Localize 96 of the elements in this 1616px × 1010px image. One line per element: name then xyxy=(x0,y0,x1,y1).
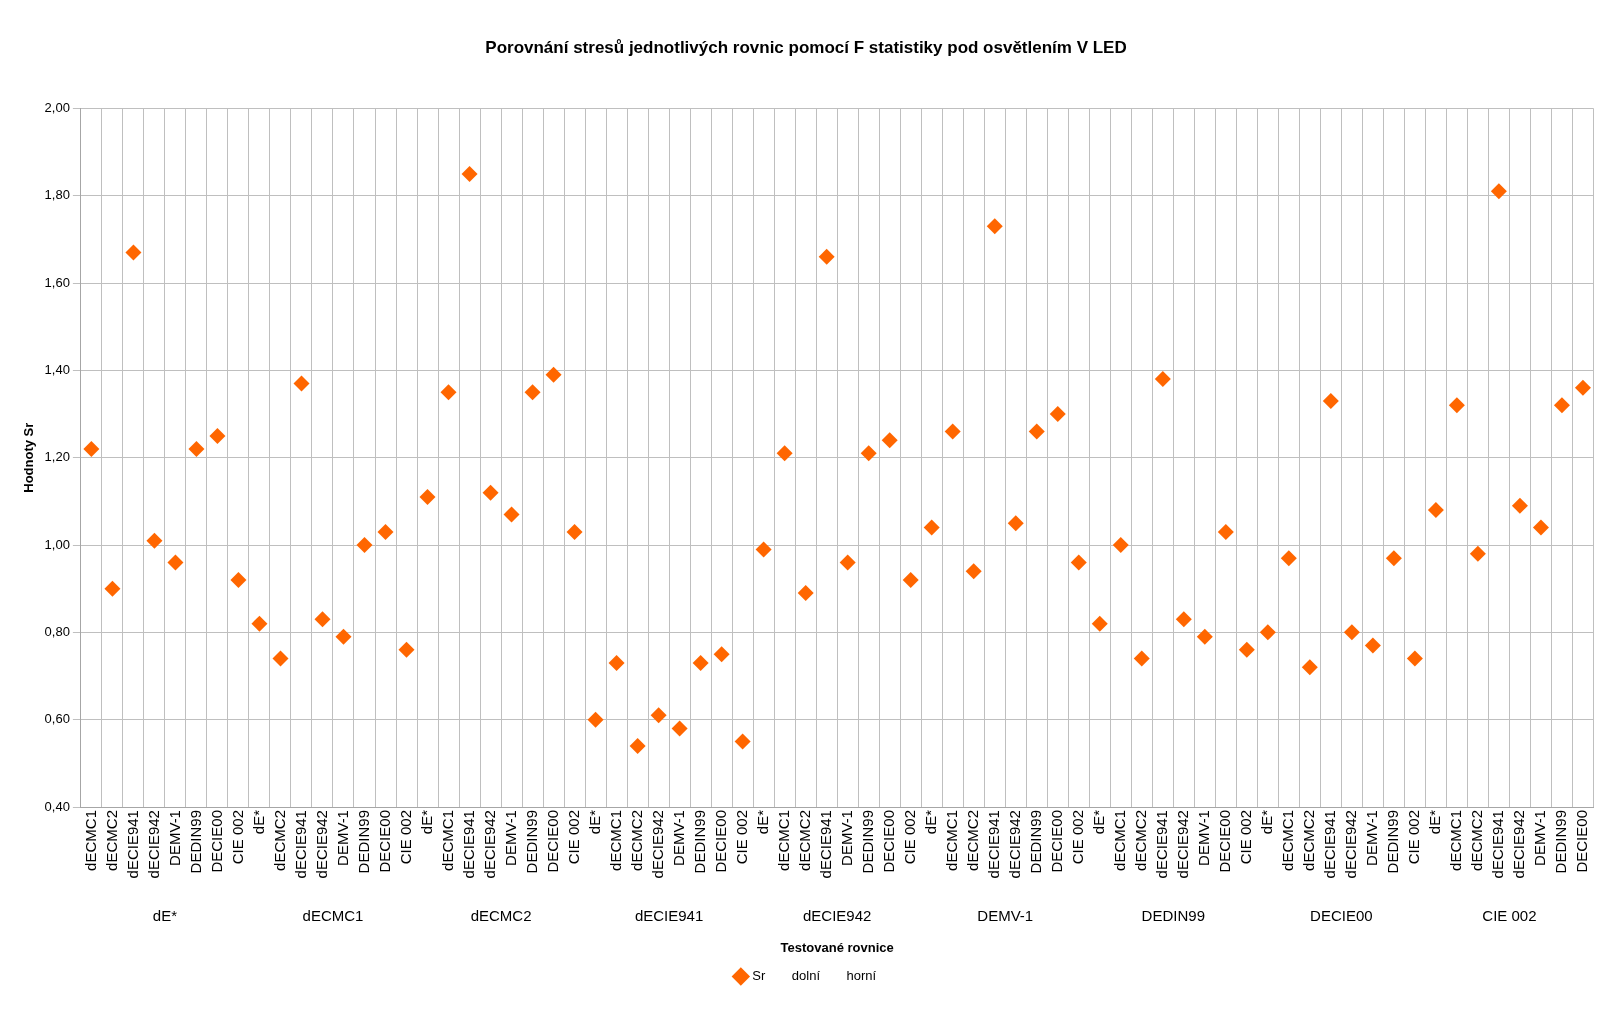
x-tick-label: DEDIN99 xyxy=(522,810,540,874)
x-tick-label: DEMV-1 xyxy=(333,810,351,866)
x-tick-label: DEDIN99 xyxy=(354,810,372,874)
x-tick-label: dE* xyxy=(1089,809,1107,835)
x-tick-label: CIE 002 xyxy=(1068,810,1086,865)
x-tick-label: dECIE942 xyxy=(480,810,498,879)
x-tick-label: dECMC2 xyxy=(102,810,120,871)
y-tick-label: 0,80 xyxy=(44,623,70,639)
legend-label: Sr xyxy=(752,968,767,984)
text: horní xyxy=(846,968,877,984)
x-tick-label: dECMC2 xyxy=(795,810,813,871)
x-tick-label: dECIE942 xyxy=(144,810,162,879)
text: dECMC1 xyxy=(302,907,364,925)
x-tick-label: dECIE941 xyxy=(123,810,141,879)
y-tick-label: 1,60 xyxy=(44,274,70,290)
x-tick-label: dECIE941 xyxy=(1489,810,1507,879)
x-tick-label: dE* xyxy=(249,809,267,835)
x-tick-label: dECMC1 xyxy=(1110,810,1128,871)
x-tick-label: dECIE942 xyxy=(648,810,666,879)
x-tick-label: dECMC1 xyxy=(438,810,456,871)
x-tick-label: DEDIN99 xyxy=(1552,810,1570,874)
x-tick-label: dE* xyxy=(753,809,771,835)
x-tick-label: dECIE941 xyxy=(1152,810,1170,879)
x-tick-label: dECIE942 xyxy=(1173,810,1191,879)
y-tick-label: 1,00 xyxy=(44,536,70,552)
x-tick-label: DEDIN99 xyxy=(1026,810,1044,874)
x-axis-title: Testované rovnice xyxy=(780,939,894,955)
x-tick-label: dECIE942 xyxy=(1005,810,1023,879)
x-tick-label: DEMV-1 xyxy=(165,810,183,866)
x-tick-label: DECIE00 xyxy=(1047,810,1065,873)
x-tick-label: DECIE00 xyxy=(543,810,561,873)
x-tick-label: dECMC1 xyxy=(1447,810,1465,871)
text: dolní xyxy=(791,968,821,984)
x-tick-label: dECMC2 xyxy=(1299,810,1317,871)
x-tick-label: DEMV-1 xyxy=(1363,810,1380,866)
x-tick-label: DEDIN99 xyxy=(858,810,876,874)
x-tick-label: DEMV-1 xyxy=(837,810,855,866)
text: dECMC2 xyxy=(470,907,532,925)
x-tick-label: dECIE941 xyxy=(1320,810,1338,879)
x-tick-label: DECIE00 xyxy=(375,810,393,873)
x-tick-label: CIE 002 xyxy=(564,810,582,865)
x-tick-label: dE* xyxy=(585,809,603,835)
x-tick-label: DECIE00 xyxy=(879,810,897,873)
x-tick-label: CIE 002 xyxy=(732,810,750,865)
x-tick-label: DECIE00 xyxy=(711,810,729,873)
x-tick-label: dE* xyxy=(921,809,939,835)
y-tick-label: 1,40 xyxy=(44,361,70,377)
text: CIE 002 xyxy=(1482,907,1537,925)
x-tick-label: dECIE941 xyxy=(459,810,477,879)
x-tick-label: dECIE941 xyxy=(816,810,834,879)
text: DECIE00 xyxy=(1310,907,1373,925)
x-tick-label: dE* xyxy=(1426,809,1444,835)
text: DEDIN99 xyxy=(1141,907,1205,925)
x-tick-label: dECMC1 xyxy=(942,810,960,871)
x-tick-label: dE* xyxy=(1257,809,1275,835)
x-tick-label: dECMC2 xyxy=(963,810,981,871)
x-tick-label: dECMC2 xyxy=(1131,810,1149,871)
y-tick-label: 1,20 xyxy=(44,449,70,465)
text: dECIE941 xyxy=(634,907,704,925)
x-tick-label: dECMC1 xyxy=(1278,810,1296,871)
text: dECIE942 xyxy=(802,907,872,925)
x-tick-label: dECMC2 xyxy=(270,810,288,871)
x-tick-label: DEDIN99 xyxy=(690,810,708,874)
x-tick-label: DEDIN99 xyxy=(186,810,204,874)
x-tick-label: dECMC2 xyxy=(627,810,645,871)
x-tick-label: CIE 002 xyxy=(396,810,414,865)
x-tick-label: DECIE00 xyxy=(207,810,225,873)
text: dE* xyxy=(152,907,178,925)
x-tick-label: dECIE942 xyxy=(1510,810,1528,879)
x-tick-label: dECIE942 xyxy=(1341,810,1359,879)
x-tick-label: dECIE941 xyxy=(291,810,309,879)
x-tick-label: dECMC2 xyxy=(1468,810,1486,871)
x-tick-label: DEMV-1 xyxy=(501,810,519,866)
y-tick-label: 1,80 xyxy=(44,187,70,203)
x-tick-label: dECIE942 xyxy=(312,810,330,879)
x-tick-label: CIE 002 xyxy=(1236,810,1254,865)
x-tick-label: CIE 002 xyxy=(900,810,918,865)
x-tick-label: dE* xyxy=(417,809,435,835)
chart-title: Porovnání stresů jednotlivých rovnic pomocí F statistiky pod osvětlením V LED xyxy=(485,37,1127,57)
y-tick-label: 2,00 xyxy=(44,99,70,115)
x-tick-label: dECMC1 xyxy=(606,810,624,871)
x-tick-label: CIE 002 xyxy=(1405,810,1423,865)
x-tick-label: dECMC1 xyxy=(774,810,792,871)
x-tick-label: DEMV-1 xyxy=(1531,810,1549,866)
x-tick-label: DECIE00 xyxy=(1215,810,1233,873)
y-axis-title: Hodnoty Sr xyxy=(21,422,37,493)
x-tick-label: DEDIN99 xyxy=(1384,810,1401,874)
text: DEMV-1 xyxy=(977,907,1034,925)
x-tick-label: DEMV-1 xyxy=(669,810,687,866)
y-tick-label: 0,40 xyxy=(44,798,70,814)
x-tick-label: dECIE941 xyxy=(984,810,1002,879)
x-tick-label: dECMC1 xyxy=(81,810,99,871)
x-tick-label: DECIE00 xyxy=(1573,810,1591,873)
x-tick-label: CIE 002 xyxy=(228,810,246,865)
x-tick-label: DEMV-1 xyxy=(1194,810,1212,866)
y-tick-label: 0,60 xyxy=(44,711,70,727)
